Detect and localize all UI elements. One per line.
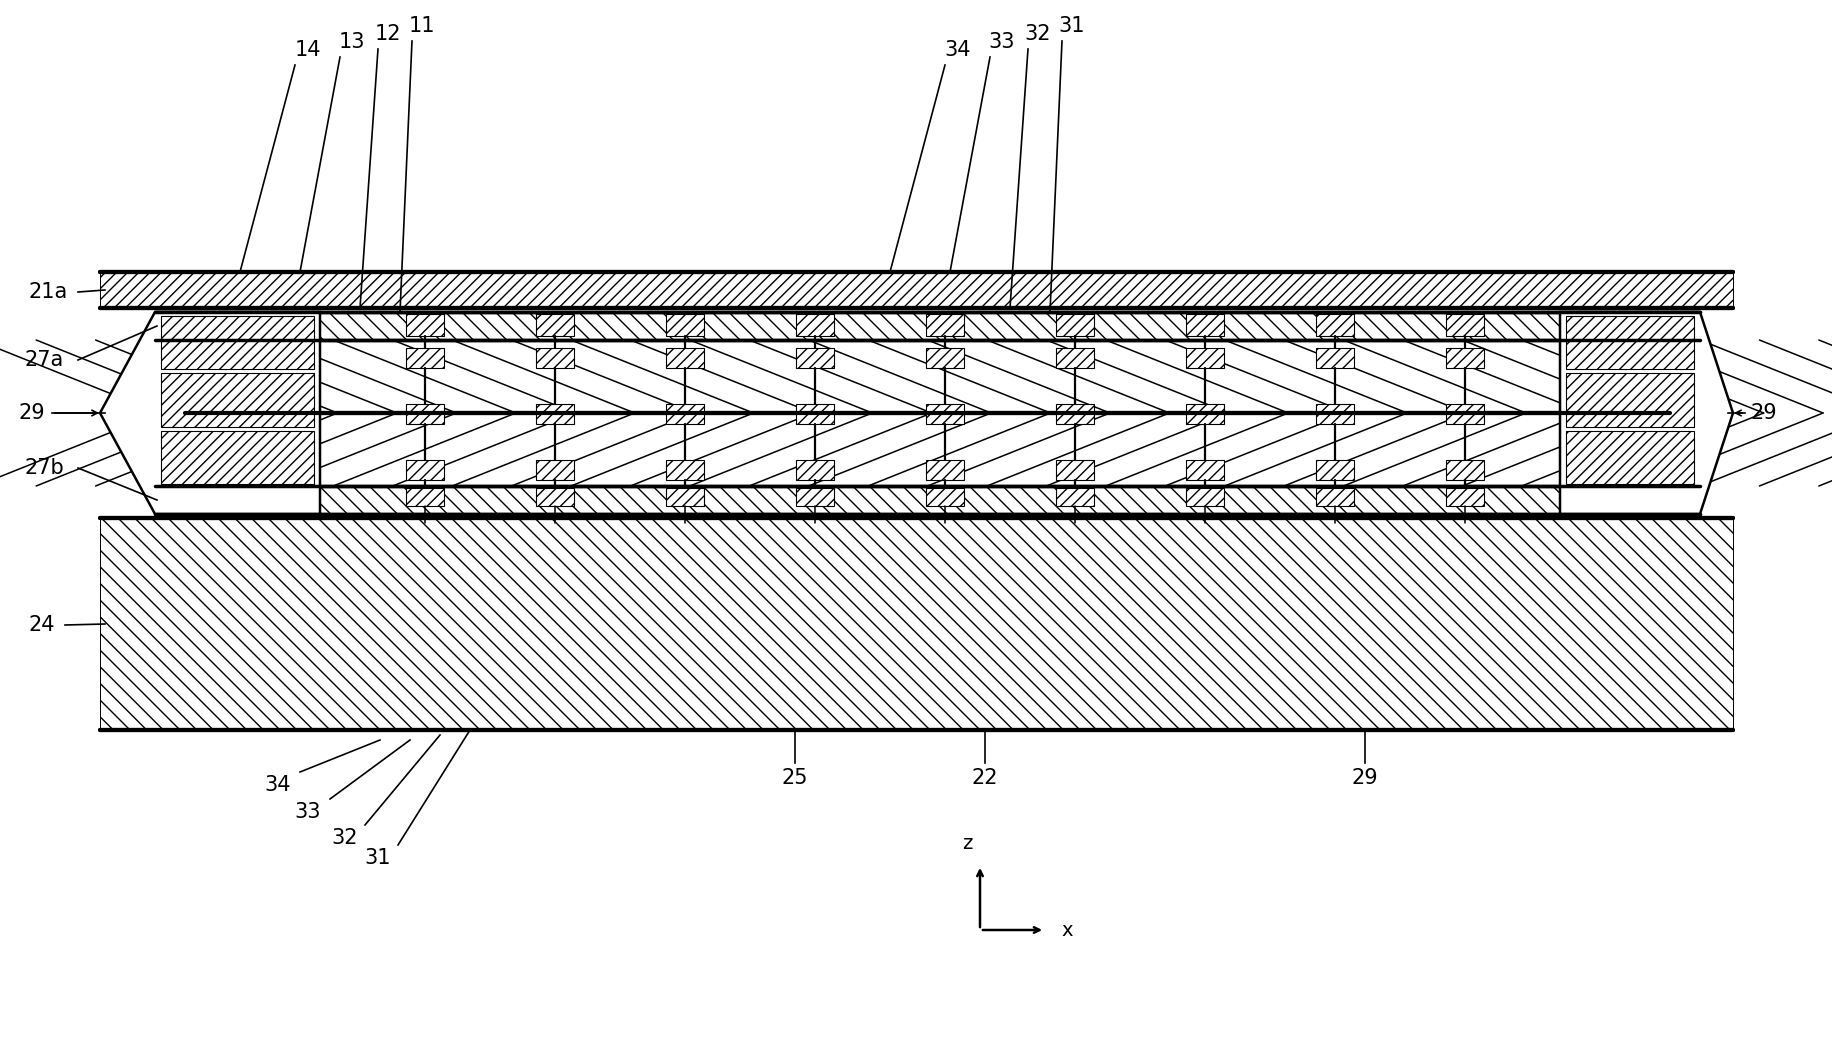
Bar [1315,348,1354,368]
Bar [535,313,573,336]
Bar [795,404,834,424]
Text: 32: 32 [1024,24,1052,44]
Bar [1565,316,1693,369]
Bar [925,313,964,336]
Bar [795,488,834,506]
Bar [101,272,1731,308]
Bar [925,488,964,506]
Bar [665,313,703,336]
Text: 29: 29 [18,403,44,423]
Bar [405,348,443,368]
Bar [1565,373,1693,427]
Text: 24: 24 [27,615,55,635]
Text: 25: 25 [780,768,808,788]
Text: x: x [1061,920,1072,939]
Bar [1185,488,1224,506]
Bar [925,404,964,424]
Bar [156,486,1698,514]
Bar [1445,488,1484,506]
Text: 14: 14 [295,40,321,60]
Bar [1055,404,1094,424]
Bar [1055,313,1094,336]
Bar [1565,431,1693,484]
Text: 12: 12 [374,24,401,44]
Bar [795,460,834,480]
Bar [1185,313,1224,336]
Bar [161,373,313,427]
Bar [665,404,703,424]
Polygon shape [1559,312,1731,514]
Bar [101,518,1731,730]
Bar [665,348,703,368]
Text: 22: 22 [971,768,998,788]
Bar [1445,348,1484,368]
Bar [535,404,573,424]
Bar [535,488,573,506]
Bar [1315,404,1354,424]
Text: 13: 13 [339,32,365,52]
Bar [925,348,964,368]
Bar [1445,404,1484,424]
Bar [1445,460,1484,480]
Bar [535,348,573,368]
Polygon shape [101,312,321,514]
Bar [795,313,834,336]
Text: 21a: 21a [27,282,68,302]
Bar [405,404,443,424]
Bar [1055,460,1094,480]
Bar [1445,313,1484,336]
Text: 32: 32 [332,828,357,848]
Bar [1055,348,1094,368]
Text: 29: 29 [1750,403,1775,423]
Bar [161,431,313,484]
Bar [535,460,573,480]
Bar [405,313,443,336]
Bar [1185,348,1224,368]
Text: 34: 34 [943,40,971,60]
Bar [161,316,313,369]
Bar [1315,460,1354,480]
Bar [101,308,1731,518]
Bar [156,340,1698,486]
Bar [1315,313,1354,336]
Text: 29: 29 [1350,768,1378,788]
Bar [1055,488,1094,506]
Text: z: z [962,833,971,852]
Text: 31: 31 [365,848,390,868]
Text: 33: 33 [295,802,321,822]
Bar [665,460,703,480]
Bar [405,488,443,506]
Bar [156,312,1698,340]
Bar [665,488,703,506]
Text: 27a: 27a [26,350,64,370]
Text: 34: 34 [264,775,291,795]
Bar [795,348,834,368]
Bar [925,460,964,480]
Bar [1185,460,1224,480]
Bar [405,460,443,480]
Text: 33: 33 [987,32,1015,52]
Text: 11: 11 [409,16,434,36]
Bar [1315,488,1354,506]
Text: 31: 31 [1059,16,1085,36]
Text: 27b: 27b [26,458,64,478]
Bar [1185,404,1224,424]
